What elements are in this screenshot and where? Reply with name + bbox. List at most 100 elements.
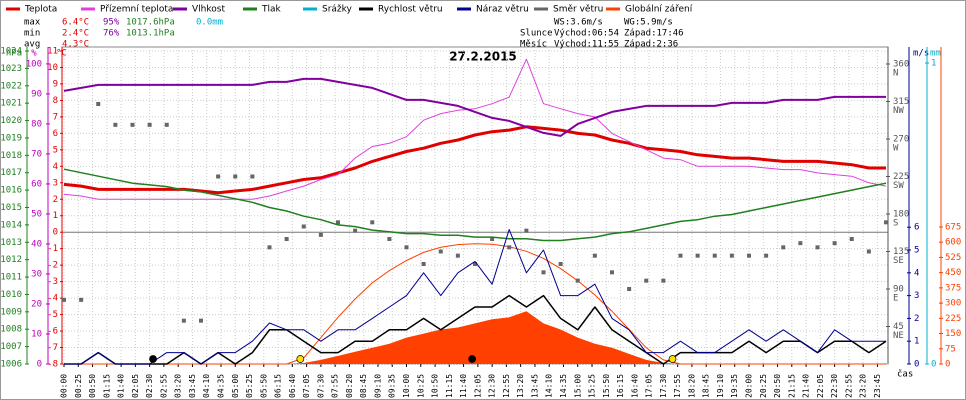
axis-tick-label: 300 [945,299,961,309]
axis-tick-label: 5 [914,246,919,256]
y-tick-label: 3 [53,178,58,188]
x-tick-label: 11:40 [459,374,468,398]
axis-tick-label: 40 [31,239,42,249]
direction-point [558,262,563,266]
stat-text: 1017.6hPa [126,18,175,28]
x-tick-label: 13:20 [516,374,525,398]
legend-label: Směr větru [553,5,603,15]
axis-tick-label: 1023 [0,64,22,74]
direction-point [130,122,135,127]
astro-rise: Východ:11:55 [554,40,619,50]
compass-label: SW [893,181,904,191]
direction-point [524,228,529,233]
axis-tick-label: 6 [914,223,919,233]
x-tick-label: 14:10 [545,374,554,398]
x-tick-label: 07:30 [316,374,325,398]
axis-tick-label: 225 [893,172,909,182]
x-tick-label: 12:30 [488,374,497,398]
x-tick-label: 10:00 [402,374,411,398]
axis-tick-label: 0 [914,360,919,370]
x-tick-label: 04:10 [202,374,211,398]
axis-tick-label: 1012 [0,255,22,265]
direction-point [849,237,854,241]
axis-tick-label: 80 [31,119,42,129]
axis-tick-label: 1019 [0,133,22,143]
compass-label: W [893,144,899,154]
axis-tick-label: 90 [31,89,42,99]
axis-tick-label: 1022 [0,81,22,91]
direction-point [815,245,820,250]
stat-text: 95% [103,18,120,28]
moon-rise-marker [468,355,476,363]
direction-point [473,262,477,266]
x-tick-label: 22:55 [844,374,853,398]
x-tick-label: 13:45 [530,374,539,398]
direction-point [610,270,614,275]
stat-text: 2.4°C [62,29,89,39]
x-tick-label: 05:25 [245,374,254,398]
axis-tick-label: 1014 [0,220,22,230]
direction-point [455,253,460,258]
compass-label: SE [893,256,904,266]
axis-tick-label: 70 [31,149,42,159]
x-tick-label: 06:40 [288,374,297,398]
axis-tick-label: 50 [31,209,42,219]
direction-point [575,278,580,283]
y-tick-label: -7 [47,343,58,353]
x-tick-label: 09:10 [373,374,382,398]
legend-label: Srážky [322,5,353,15]
axis-tick-label: 1013 [0,238,22,248]
stat-text: max [24,18,41,28]
direction-point [96,102,101,106]
axis-tick-label: 90 [893,285,904,295]
compass-label: NW [893,106,904,116]
direction-point [387,237,392,241]
y-tick-label: 2 [53,195,58,205]
axis-tick-label: 100 [26,59,42,69]
x-tick-label: 16:15 [616,374,625,398]
axis-tick-label: 1006 [0,360,22,370]
axis-tick-label: 4 [914,268,919,278]
direction-point [729,253,734,258]
axis-tick-label: 375 [945,283,961,293]
axis-tick-label: 180 [893,210,909,220]
direction-point [370,220,375,225]
x-tick-label: 00:50 [88,374,97,398]
x-tick-label: 02:30 [145,374,154,398]
direction-point [627,287,632,291]
radiation-area [64,311,886,364]
y-tick-label: -5 [47,310,58,320]
x-tick-label: 02:05 [131,374,140,398]
moon-set-marker [149,355,157,363]
compass-label: N [893,69,898,79]
x-tick-label: 04:35 [216,374,225,398]
x-tick-label: 20:00 [745,374,754,398]
direction-point [678,253,683,258]
x-tick-label: 05:50 [259,374,268,398]
x-tick-label: 14:35 [559,374,568,398]
x-tick-label: 11:15 [445,374,454,398]
x-tick-label: 01:15 [102,374,111,398]
direction-point [490,237,495,241]
x-tick-label: 05:00 [231,374,240,398]
astro-rise: Východ:06:54 [554,29,619,39]
axis-tick-label: 1015 [0,203,22,213]
x-tick-label: 19:10 [716,374,725,398]
x-tick-label: 20:25 [759,374,768,398]
direction-point [592,253,597,258]
direction-point [336,220,340,225]
axis-tick-label: 30 [31,269,42,279]
direction-point [438,249,443,254]
x-tick-label: 22:05 [816,374,825,398]
x-tick-label: 08:20 [345,374,354,398]
axis-tick-label: 10 [31,329,42,339]
y-tick-label: -8 [47,360,58,370]
y-tick-label: 4 [53,162,58,172]
stat-text: 76% [103,29,120,39]
direction-point [233,174,238,179]
axis-tick-label: 1 [914,337,919,347]
y-tick-label: 8 [53,96,58,106]
x-tick-label: 15:25 [588,374,597,398]
astro-label: Měsíc [520,40,547,50]
